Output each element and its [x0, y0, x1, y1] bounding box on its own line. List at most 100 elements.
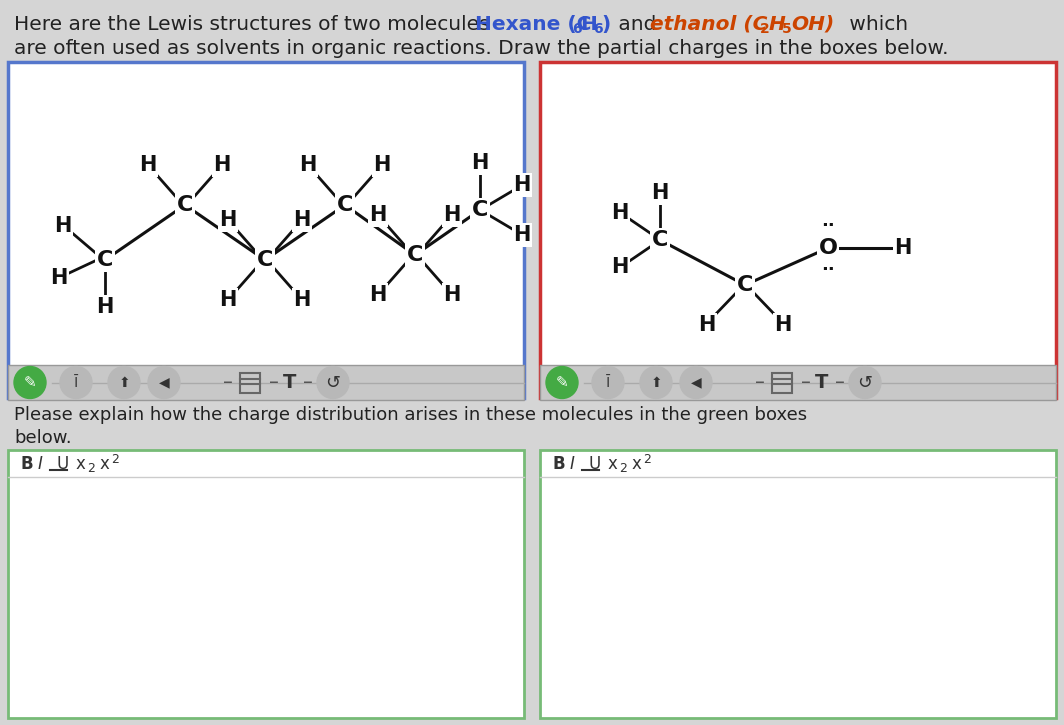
Text: B: B	[552, 455, 565, 473]
Text: H: H	[369, 205, 386, 225]
Text: I: I	[38, 455, 43, 473]
Text: C: C	[256, 250, 273, 270]
Text: –: –	[223, 373, 233, 392]
Text: x: x	[632, 455, 642, 473]
Text: H: H	[895, 238, 912, 258]
Text: C: C	[406, 245, 423, 265]
Text: H: H	[50, 268, 68, 288]
Text: ✎: ✎	[555, 375, 568, 390]
Text: 5: 5	[782, 22, 792, 36]
Text: H: H	[139, 155, 156, 175]
Text: C: C	[177, 195, 194, 215]
Text: H: H	[698, 315, 716, 335]
Text: 2: 2	[111, 452, 119, 465]
FancyBboxPatch shape	[9, 450, 523, 718]
Text: ethanol (C: ethanol (C	[650, 14, 767, 33]
Text: x: x	[76, 455, 86, 473]
Text: T: T	[283, 373, 297, 392]
Text: C: C	[736, 275, 753, 295]
Text: H: H	[769, 14, 786, 33]
Text: –: –	[755, 373, 765, 392]
Circle shape	[109, 367, 140, 399]
Text: H: H	[97, 297, 114, 317]
FancyBboxPatch shape	[9, 365, 523, 400]
Text: H: H	[213, 155, 231, 175]
Text: –: –	[835, 373, 845, 392]
Text: H: H	[294, 290, 311, 310]
Text: ⬆: ⬆	[650, 376, 662, 389]
Text: 6: 6	[593, 22, 602, 36]
Text: O: O	[818, 238, 837, 258]
Text: ✎: ✎	[23, 375, 36, 390]
Text: C: C	[97, 250, 113, 270]
Circle shape	[849, 367, 881, 399]
Text: Please explain how the charge distribution arises in these molecules in the gree: Please explain how the charge distributi…	[14, 406, 808, 424]
Text: ◀: ◀	[159, 376, 169, 389]
Text: are often used as solvents in organic reactions. Draw the partial charges in the: are often used as solvents in organic re…	[14, 38, 948, 57]
Text: H: H	[580, 14, 597, 33]
Text: OH): OH)	[791, 14, 834, 33]
Text: I: I	[570, 455, 575, 473]
Text: Ī: Ī	[73, 376, 78, 389]
Text: Ī: Ī	[605, 376, 610, 389]
Circle shape	[14, 367, 46, 399]
Text: ↺: ↺	[326, 373, 340, 392]
Text: below.: below.	[14, 429, 71, 447]
Text: H: H	[54, 216, 71, 236]
Text: H: H	[373, 155, 390, 175]
Text: H: H	[513, 225, 531, 245]
Text: x: x	[608, 455, 618, 473]
Text: ◀: ◀	[691, 376, 701, 389]
Text: H: H	[513, 175, 531, 195]
Circle shape	[592, 367, 624, 399]
Text: H: H	[651, 183, 668, 203]
Text: H: H	[219, 210, 236, 230]
Text: H: H	[369, 285, 386, 305]
Text: B: B	[20, 455, 33, 473]
Text: 2: 2	[643, 452, 651, 465]
Text: 2: 2	[619, 462, 627, 474]
Text: H: H	[444, 285, 461, 305]
Circle shape	[546, 367, 578, 399]
Text: U: U	[588, 455, 600, 473]
Circle shape	[148, 367, 180, 399]
Text: which: which	[843, 14, 909, 33]
FancyBboxPatch shape	[772, 373, 792, 392]
Text: Here are the Lewis structures of two molecules: Here are the Lewis structures of two mol…	[14, 14, 496, 33]
Text: H: H	[612, 203, 629, 223]
Text: H: H	[219, 290, 236, 310]
Text: Hexane (C: Hexane (C	[475, 14, 592, 33]
Text: and: and	[612, 14, 663, 33]
Text: U: U	[56, 455, 68, 473]
Text: ··: ··	[821, 217, 835, 235]
Text: H: H	[299, 155, 317, 175]
FancyBboxPatch shape	[541, 450, 1055, 718]
FancyBboxPatch shape	[9, 62, 523, 398]
Circle shape	[317, 367, 349, 399]
FancyBboxPatch shape	[240, 373, 260, 392]
Text: ): )	[601, 14, 611, 33]
Text: x: x	[100, 455, 110, 473]
Text: ··: ··	[821, 261, 835, 279]
Text: H: H	[612, 257, 629, 277]
Text: C: C	[652, 230, 668, 250]
Text: –: –	[303, 373, 313, 392]
FancyBboxPatch shape	[541, 62, 1055, 398]
Text: H: H	[471, 153, 488, 173]
Text: –: –	[801, 373, 811, 392]
Text: H: H	[775, 315, 792, 335]
Text: 6: 6	[572, 22, 582, 36]
Text: H: H	[294, 210, 311, 230]
Text: H: H	[444, 205, 461, 225]
Circle shape	[60, 367, 92, 399]
Circle shape	[641, 367, 672, 399]
Text: C: C	[471, 200, 488, 220]
Text: ↺: ↺	[858, 373, 872, 392]
Text: ⬆: ⬆	[118, 376, 130, 389]
Circle shape	[680, 367, 712, 399]
Text: 2: 2	[87, 462, 95, 474]
Text: –: –	[269, 373, 279, 392]
Text: T: T	[815, 373, 829, 392]
FancyBboxPatch shape	[541, 365, 1055, 400]
Text: 2: 2	[760, 22, 769, 36]
